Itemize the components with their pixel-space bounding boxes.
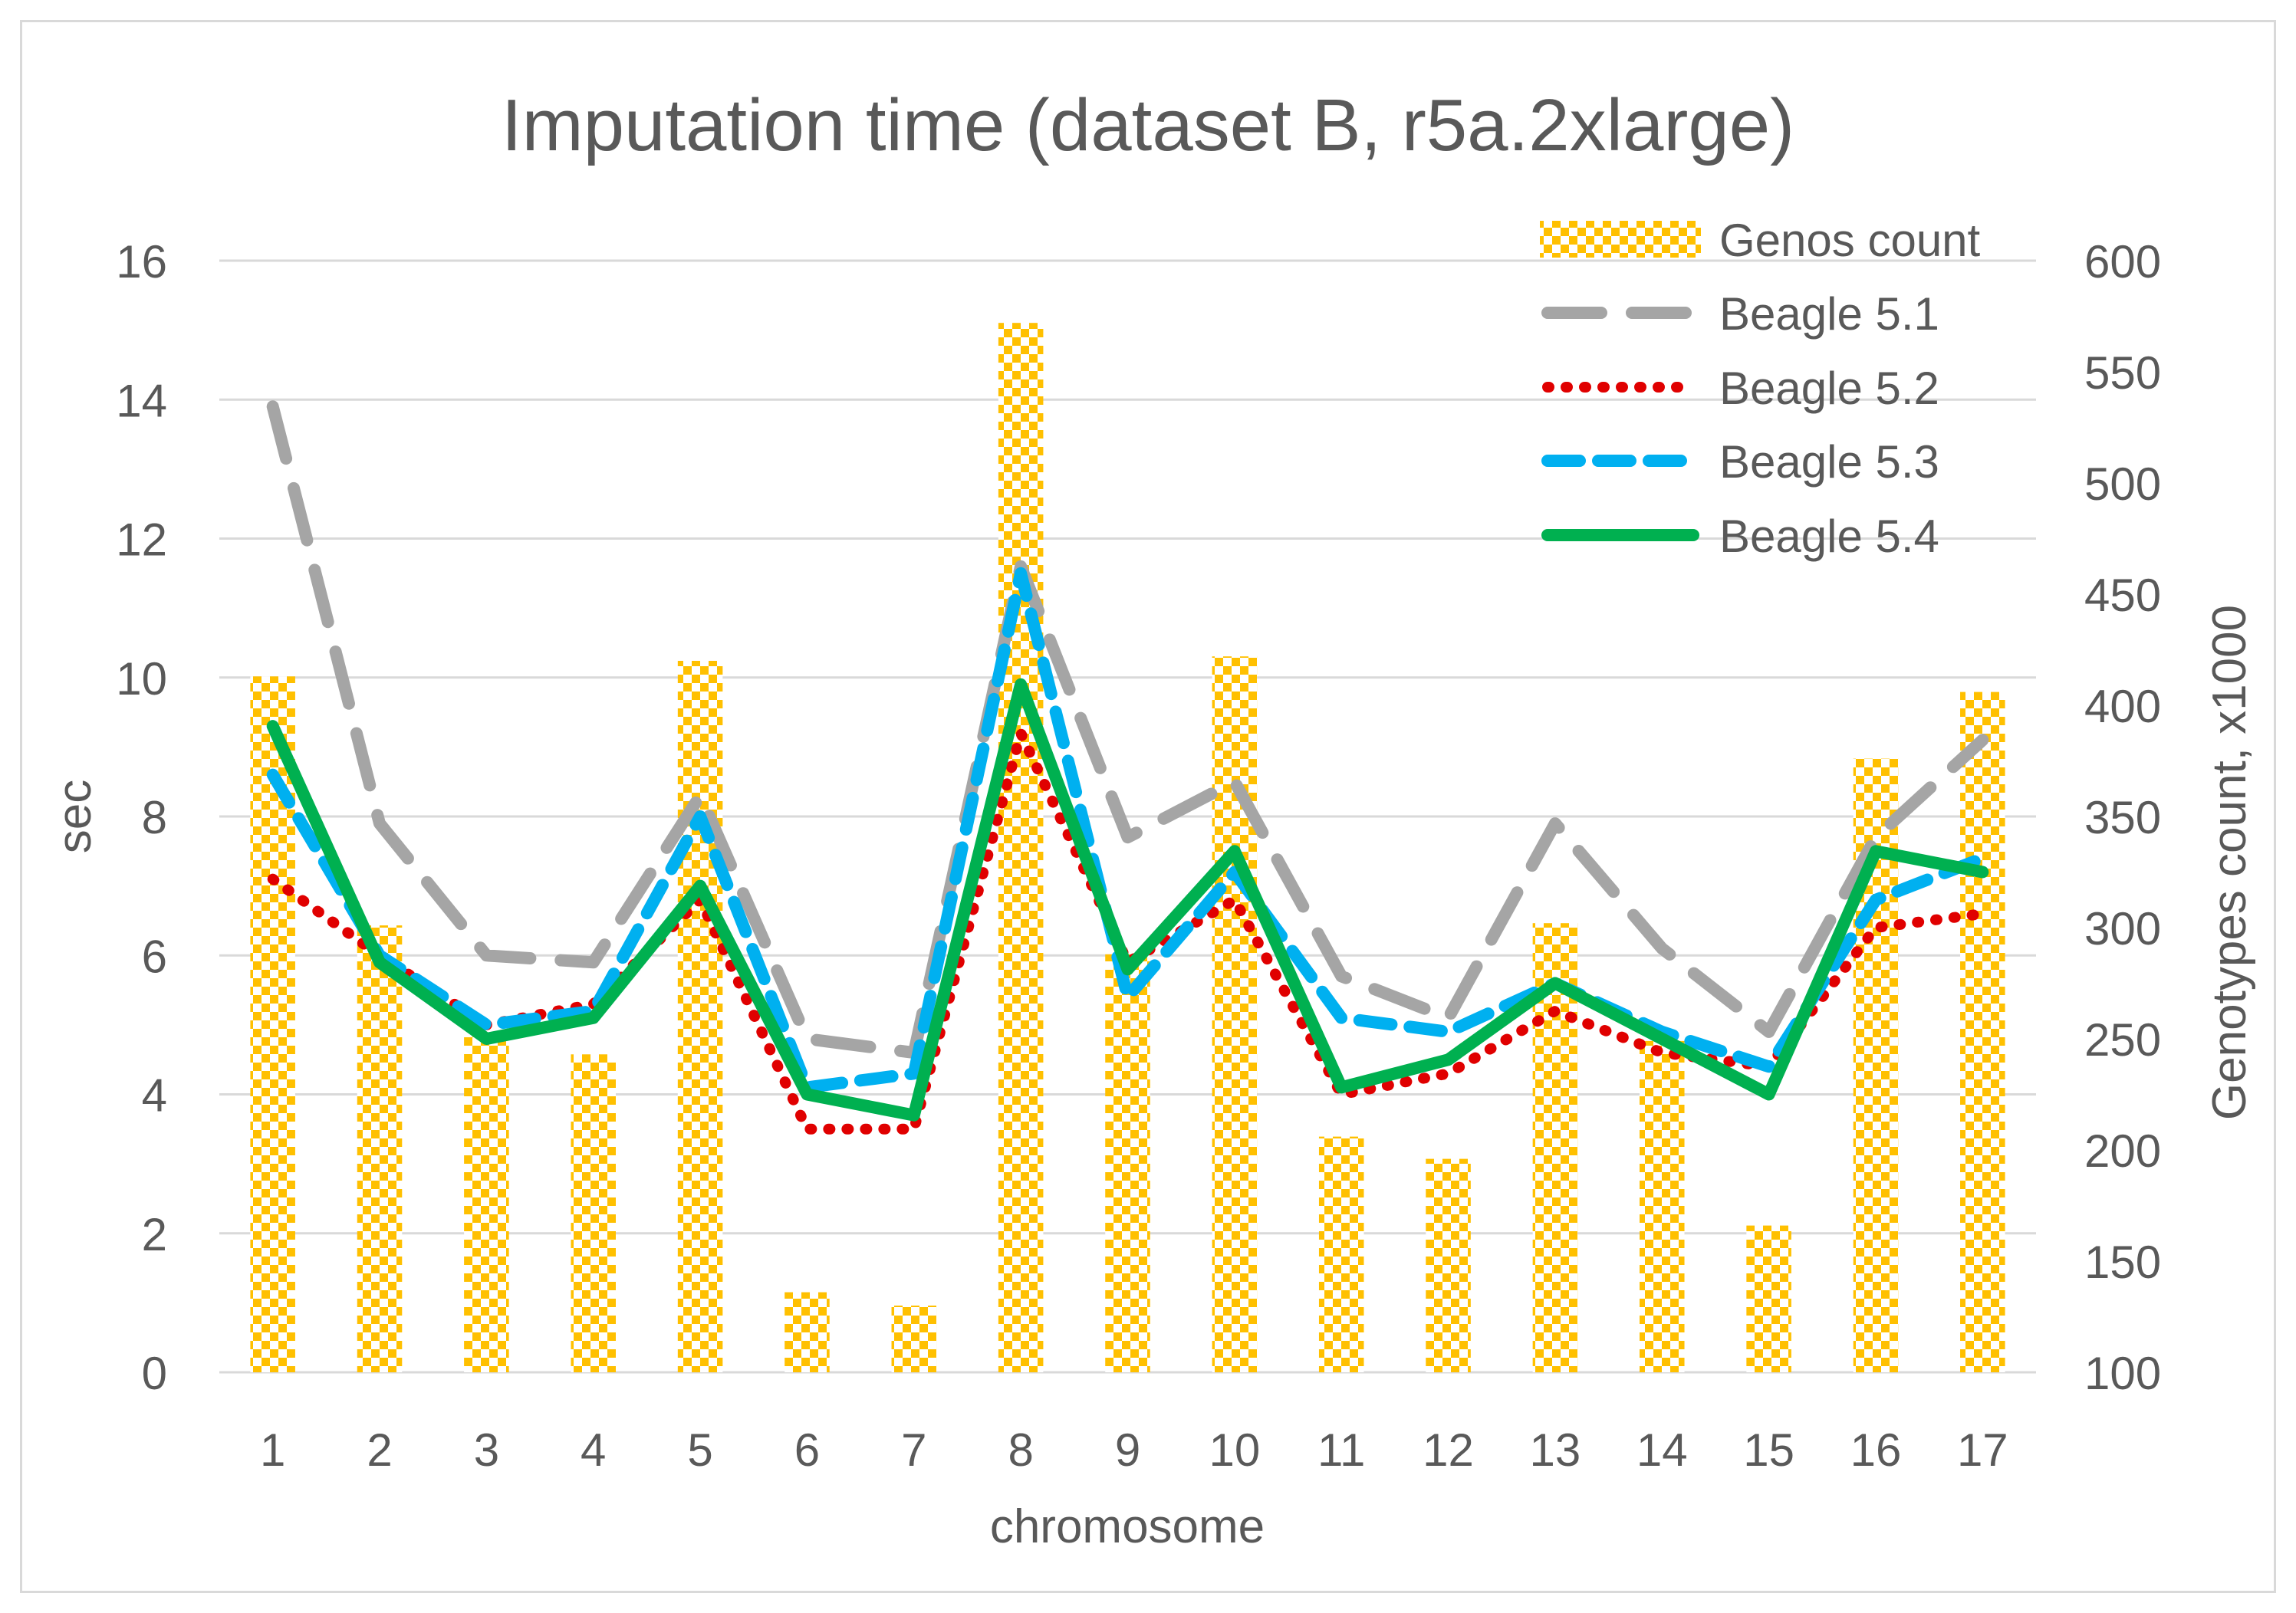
y2-tick-label: 250 (2084, 1014, 2161, 1066)
bar-genos-count (1746, 1225, 1791, 1372)
x-axis-title: chromosome (990, 1500, 1265, 1553)
y2-tick-label: 150 (2084, 1237, 2161, 1288)
x-tick-label: 17 (1957, 1424, 2008, 1476)
y2-tick-label: 100 (2084, 1348, 2161, 1399)
legend: Genos count Beagle 5.1 Beagle 5.2 Beagle 5.… (1540, 215, 1981, 562)
legend-label: Beagle 5.3 (1719, 436, 1939, 488)
x-tick-label: 11 (1317, 1424, 1365, 1476)
bar-genos-count (677, 661, 723, 1372)
chart-title: Imputation time (dataset B, r5a.2xlarge) (502, 84, 1794, 166)
y2-tick-label: 200 (2084, 1125, 2161, 1177)
bar-genos-count (464, 1034, 509, 1372)
legend-label: Beagle 5.1 (1719, 288, 1939, 340)
bar-genos-count (1426, 1158, 1471, 1372)
x-tick-label: 15 (1743, 1424, 1794, 1476)
x-tick-label: 8 (1008, 1424, 1033, 1476)
x-tick-label: 9 (1115, 1424, 1140, 1476)
bar-genos-count (785, 1292, 830, 1372)
y-axis-title: sec (48, 780, 101, 853)
y-tick-label: 2 (142, 1209, 167, 1260)
bar-genos-count (571, 1054, 616, 1372)
y2-tick-label: 350 (2084, 792, 2161, 843)
x-tick-label: 1 (260, 1424, 285, 1476)
legend-swatch-genos-count (1540, 221, 1701, 258)
y2-tick-label: 500 (2084, 458, 2161, 510)
series-line-beagle-5-4 (266, 678, 1989, 1122)
y-tick-label: 8 (142, 792, 167, 843)
y-tick-label: 10 (116, 653, 167, 705)
x-tick-label: 12 (1423, 1424, 1474, 1476)
x-tick-label: 2 (367, 1424, 392, 1476)
y2-axis-title: Genotypes count, x1000 (2203, 605, 2256, 1120)
x-tick-label: 10 (1209, 1424, 1260, 1476)
legend-label: Genos count (1719, 215, 1981, 266)
x-tick-label: 7 (901, 1424, 926, 1476)
y-tick-label: 6 (142, 931, 167, 982)
bar-genos-count (1640, 1040, 1685, 1372)
y-tick-label: 14 (116, 375, 167, 426)
y2-tick-label: 550 (2084, 347, 2161, 399)
x-tick-label: 13 (1530, 1424, 1581, 1476)
bar-genos-count (1105, 954, 1150, 1372)
x-tick-label: 3 (474, 1424, 499, 1476)
x-tick-label: 5 (687, 1424, 712, 1476)
bar-genos-count (1212, 656, 1258, 1372)
legend-label: Beagle 5.4 (1719, 511, 1939, 562)
y-tick-label: 4 (142, 1070, 167, 1122)
bar-genos-count (357, 925, 403, 1372)
bar-genos-count (1960, 692, 2005, 1372)
x-tick-label: 14 (1636, 1424, 1688, 1476)
y2-tick-label: 450 (2084, 570, 2161, 621)
bar-genos-count (891, 1306, 937, 1372)
y2-tick-label: 600 (2084, 236, 2161, 287)
y2-tick-label: 300 (2084, 903, 2161, 954)
x-tick-label: 16 (1850, 1424, 1902, 1476)
y-tick-label: 16 (116, 236, 167, 287)
x-tick-label: 4 (581, 1424, 606, 1476)
y2-tick-label: 400 (2084, 681, 2161, 732)
x-tick-label: 6 (794, 1424, 820, 1476)
bar-genos-count (998, 323, 1044, 1373)
y-tick-label: 12 (116, 514, 167, 566)
bar-genos-count (1318, 1136, 1364, 1372)
y-tick-label: 0 (142, 1348, 167, 1399)
series-line-beagle-5-1 (266, 400, 1989, 1059)
series-line-beagle-5-3 (266, 567, 1989, 1094)
legend-label: Beagle 5.2 (1719, 363, 1939, 414)
